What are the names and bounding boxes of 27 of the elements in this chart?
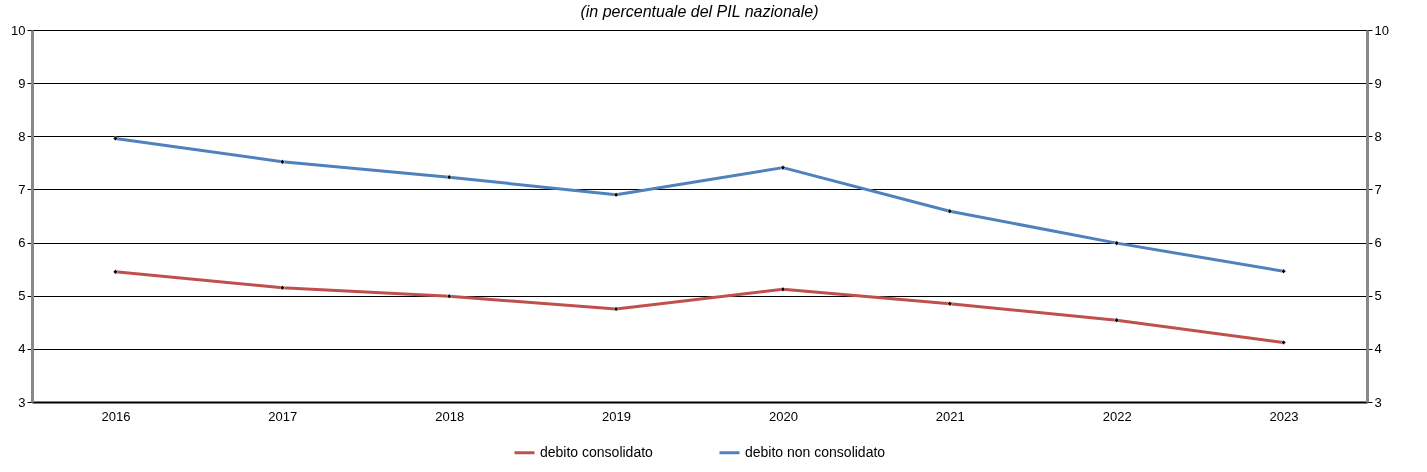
legend-label: debito consolidato — [540, 443, 654, 460]
chart-subtitle: (in percentuale del PIL nazionale) — [580, 3, 819, 20]
y-tick-label: 6 — [18, 235, 26, 251]
legend-label: debito non consolidato — [745, 443, 886, 460]
y2-tick-label: 7 — [1374, 181, 1382, 197]
x-tick-label: 2018 — [435, 408, 465, 424]
y-tick-label: 9 — [18, 75, 26, 91]
y2-tick-label: 3 — [1374, 394, 1382, 410]
x-tick-label: 2019 — [602, 408, 632, 424]
y2-tick-label: 10 — [1374, 22, 1389, 38]
y-tick-label: 5 — [18, 288, 26, 304]
y-tick-label: 8 — [18, 128, 26, 144]
y-tick-label: 7 — [18, 181, 26, 197]
x-tick-label: 2021 — [935, 408, 965, 424]
y2-tick-label: 9 — [1374, 75, 1382, 91]
y2-tick-label: 6 — [1374, 235, 1382, 251]
y-tick-label: 3 — [18, 394, 26, 410]
x-tick-label: 2023 — [1269, 408, 1299, 424]
x-tick-label: 2016 — [101, 408, 131, 424]
y2-tick-label: 5 — [1374, 288, 1382, 304]
y2-tick-label: 4 — [1374, 341, 1382, 357]
y-tick-label: 10 — [11, 22, 26, 38]
x-tick-label: 2022 — [1102, 408, 1132, 424]
x-tick-label: 2017 — [268, 408, 298, 424]
x-tick-label: 2020 — [768, 408, 798, 424]
y-tick-label: 4 — [18, 341, 26, 357]
y2-tick-label: 8 — [1374, 128, 1382, 144]
